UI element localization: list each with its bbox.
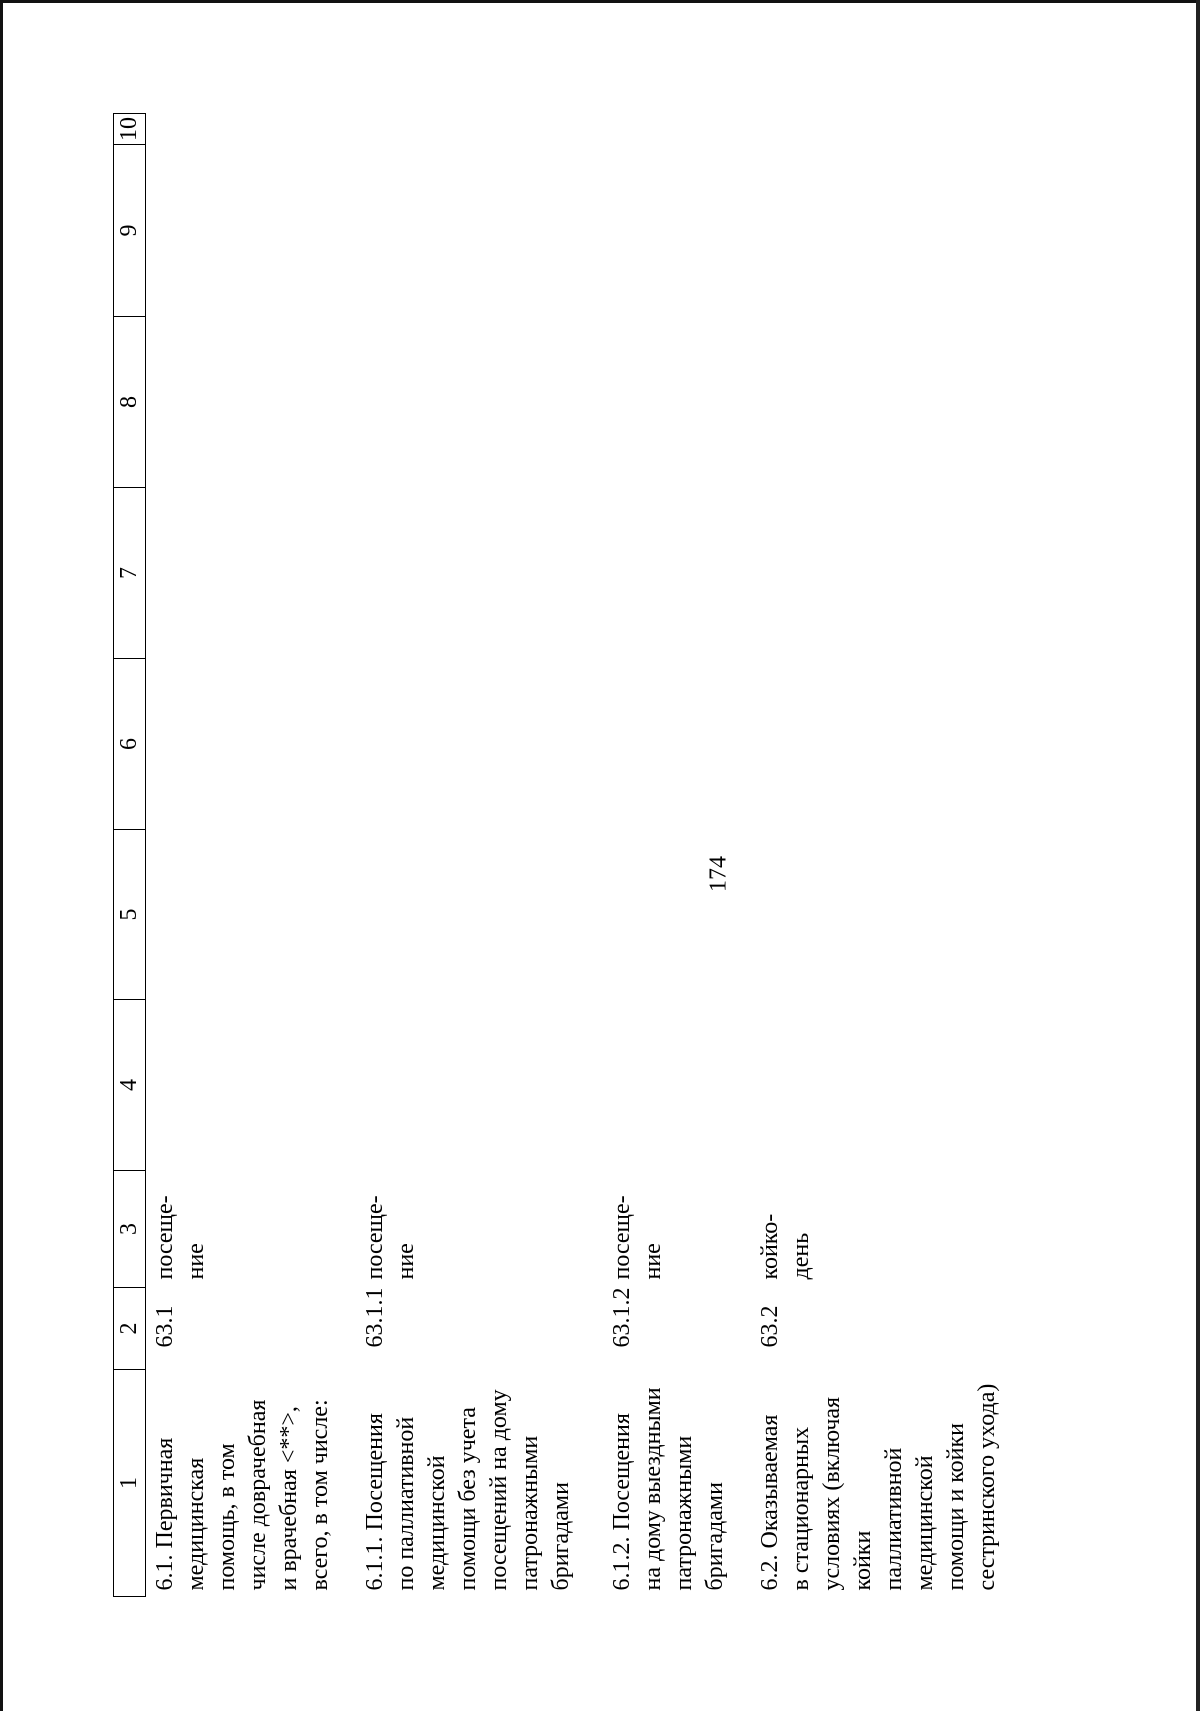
- row-code: 63.1.1: [362, 1287, 388, 1348]
- row-unit: посеще- ние: [152, 1195, 209, 1280]
- empty-cell: [356, 659, 603, 830]
- empty-cell: [146, 659, 357, 830]
- empty-cell: [356, 145, 603, 317]
- column-header-1: 1: [113, 1369, 146, 1597]
- empty-cell: [603, 1000, 751, 1171]
- row-name: 6.2. Оказываемая в стационарных условиях…: [757, 1383, 1000, 1591]
- empty-cell: [751, 488, 1023, 659]
- scan-border-top: [0, 0, 1200, 3]
- empty-cell: [146, 317, 357, 488]
- empty-cell: [356, 317, 603, 488]
- empty-cell: [751, 659, 1023, 830]
- row-unit: посеще- ние: [609, 1195, 666, 1280]
- column-header-8: 8: [113, 316, 146, 488]
- table-row: 6.1.1. Посещения по паллиативной медицин…: [356, 114, 603, 1597]
- data-table: 1 2 3 4 5 6 7 8 9 10 6.1. Первичная меди…: [113, 113, 1023, 1597]
- row-name: 6.1.2. Посещения на дому выездными патро…: [609, 1387, 728, 1591]
- empty-cell: [356, 488, 603, 659]
- empty-cell: [356, 1000, 603, 1171]
- empty-cell: [603, 659, 751, 830]
- scan-border-right: [1196, 0, 1200, 1711]
- empty-cell: [603, 145, 751, 317]
- empty-cell: [603, 317, 751, 488]
- empty-cell: [146, 830, 357, 1000]
- empty-cell: [751, 1000, 1023, 1171]
- column-header-9: 9: [113, 144, 146, 317]
- scan-border-left: [0, 0, 3, 1711]
- row-code: 63.1.2: [609, 1287, 635, 1348]
- row-code: 63.1: [152, 1305, 178, 1348]
- empty-cell: [356, 114, 603, 145]
- column-header-5: 5: [113, 829, 146, 1000]
- table-row: 6.1. Первичная медицинская помощь, в том…: [146, 114, 357, 1597]
- row-unit: посеще- ние: [362, 1195, 419, 1280]
- empty-cell: [146, 114, 357, 145]
- row-name: 6.1. Первичная медицинская помощь, в том…: [152, 1399, 333, 1591]
- empty-cell: [356, 830, 603, 1000]
- column-header-3: 3: [113, 1170, 146, 1288]
- column-header-6: 6: [113, 658, 146, 830]
- empty-cell: [146, 488, 357, 659]
- empty-cell: [603, 114, 751, 145]
- column-header-4: 4: [113, 999, 146, 1171]
- column-header-7: 7: [113, 487, 146, 659]
- table-header-row: 1 2 3 4 5 6 7 8 9 10: [113, 113, 146, 1597]
- row-name: 6.1.1. Посещения по паллиативной медицин…: [362, 1389, 574, 1591]
- empty-cell: [751, 145, 1023, 317]
- table-row: 6.2. Оказываемая в стационарных условиях…: [751, 114, 1023, 1597]
- empty-cell: [751, 317, 1023, 488]
- table-row: 6.1.2. Посещения на дому выездными патро…: [603, 114, 751, 1597]
- column-header-2: 2: [113, 1287, 146, 1370]
- empty-cell: [146, 145, 357, 317]
- row-code: 63.2: [757, 1305, 783, 1348]
- empty-cell: [603, 830, 751, 1000]
- row-unit: койко- день: [757, 1213, 814, 1280]
- empty-cell: [751, 830, 1023, 1000]
- empty-cell: [603, 488, 751, 659]
- empty-cell: [751, 114, 1023, 145]
- empty-cell: [146, 1000, 357, 1171]
- column-header-10: 10: [113, 113, 146, 145]
